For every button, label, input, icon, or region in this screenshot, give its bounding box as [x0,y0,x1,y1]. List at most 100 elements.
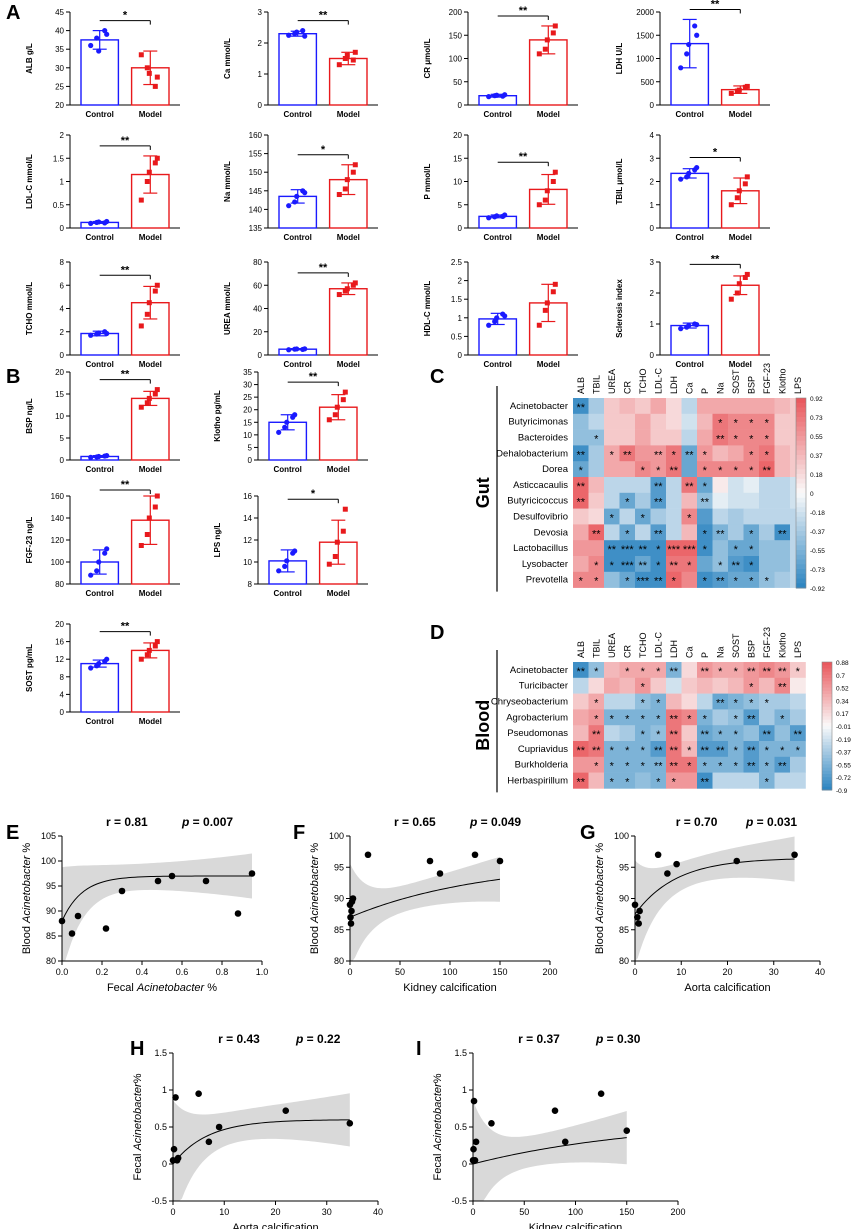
heatmap-cell [712,508,729,525]
heatmap-cell [588,677,605,694]
heatmap-column-label: FGF-23 [762,627,772,658]
heatmap-cell [774,709,791,726]
correlation-r: r = 0.43 [218,1032,260,1046]
heatmap-star: *** [683,544,697,556]
x-tick-label: 30 [322,1207,332,1217]
heatmap-star: * [610,513,615,525]
data-point [694,164,700,171]
heatmap-cell [712,741,729,758]
heatmap-cell [666,492,682,509]
data-point [350,57,356,63]
p-value: p = 0.30 [595,1032,641,1046]
x-tick-label: 50 [395,967,405,977]
fit-curve [472,1137,627,1165]
y-tick-label: 85 [619,925,629,935]
x-tick-label: Model [537,110,560,119]
scatter-F: 80 85 90 95 100 0 50 100 150 200 Kidney calcificat… [309,815,558,994]
data-point [550,289,556,295]
heatmap-cell [728,772,744,789]
y-axis-label: LPS ng/L [213,523,222,558]
data-point [352,162,358,168]
panel-label-f: F [293,822,306,844]
data-point [286,347,292,353]
heatmap-star: *** [667,544,681,556]
heatmap-column-label: SOST [731,369,741,394]
heatmap-cell [604,725,620,742]
legend-swatch [822,767,832,772]
y-axis-label: Blood Acinetobacter % [21,843,33,955]
heatmap-cell [635,772,651,789]
heatmap-cell [774,662,791,679]
x-tick-label: 0.0 [56,967,69,977]
data-point [631,901,639,909]
legend-swatch [822,706,832,711]
x-tick-label: Model [337,110,360,119]
legend-swatch [822,761,832,765]
heatmap-star: ** [669,761,678,773]
data-point [286,203,292,209]
data-point [736,87,742,93]
heatmap-cell [681,477,698,494]
data-point [88,332,94,338]
heatmap-star: * [625,761,630,773]
heatmap-cell [573,445,589,462]
data-point [623,1127,631,1134]
heatmap-star: * [749,528,754,540]
y-tick-label: 15 [453,154,462,163]
heatmap-cell [573,508,589,525]
data-point [470,1097,478,1105]
data-point [96,219,102,225]
data-point [744,83,750,89]
heatmap-star: ** [654,449,663,461]
y-tick-label: 0 [458,351,463,360]
heatmap-star: * [734,576,739,588]
heatmap-row-label: Bacteroides [518,433,568,444]
y-tick-label: 80 [46,956,56,966]
heatmap-cell [619,662,636,679]
x-tick-label: 0 [470,1207,475,1217]
heatmap-cell [697,492,713,509]
heatmap-cell [712,540,729,557]
heatmap-star: * [734,729,739,741]
x-tick-label: Control [85,717,113,726]
data-point [664,870,671,877]
legend-swatch [796,431,806,437]
data-point [88,42,94,49]
heatmap-cell [588,772,605,789]
heatmap-star: ** [654,528,663,540]
heatmap-cell [790,662,806,679]
heatmap-cell [743,556,760,573]
data-point [502,212,508,218]
y-tick-label: 85 [334,925,344,935]
legend-swatch [822,678,832,682]
data-point [58,917,66,925]
heatmap-cell [728,508,744,525]
y-tick-label: 2 [650,289,655,298]
heatmap-cell [666,741,682,758]
heatmap-cell [759,540,775,557]
y-tick-label: 10 [243,431,252,440]
y-tick-label: 85 [46,931,56,941]
x-axis-label-part: Aorta calcification [684,982,770,994]
y-tick-label: 6 [60,281,65,290]
legend-swatch [796,450,806,456]
heatmap-cell [604,413,620,430]
heatmap-star: ** [747,666,756,678]
heatmap-column-label: TBIL [591,639,601,658]
x-axis-label-part: Acinetobacter [136,982,206,994]
heatmap-cell [635,429,651,446]
legend-swatch [822,697,832,701]
heatmap-cell [712,725,729,742]
x-tick-label: 0.6 [176,967,189,977]
heatmap-cell [619,571,636,588]
heatmap-cell [759,693,775,710]
heatmap-cell [666,477,682,494]
heatmap-cell [759,492,775,509]
x-tick-label: 0 [170,1207,175,1217]
y-tick-label: 120 [51,536,65,545]
legend-swatch [796,526,806,532]
heatmap-cell [573,477,589,494]
heatmap-cell [650,677,667,694]
legend-swatch [796,445,806,451]
heatmap-star: ** [778,528,787,540]
